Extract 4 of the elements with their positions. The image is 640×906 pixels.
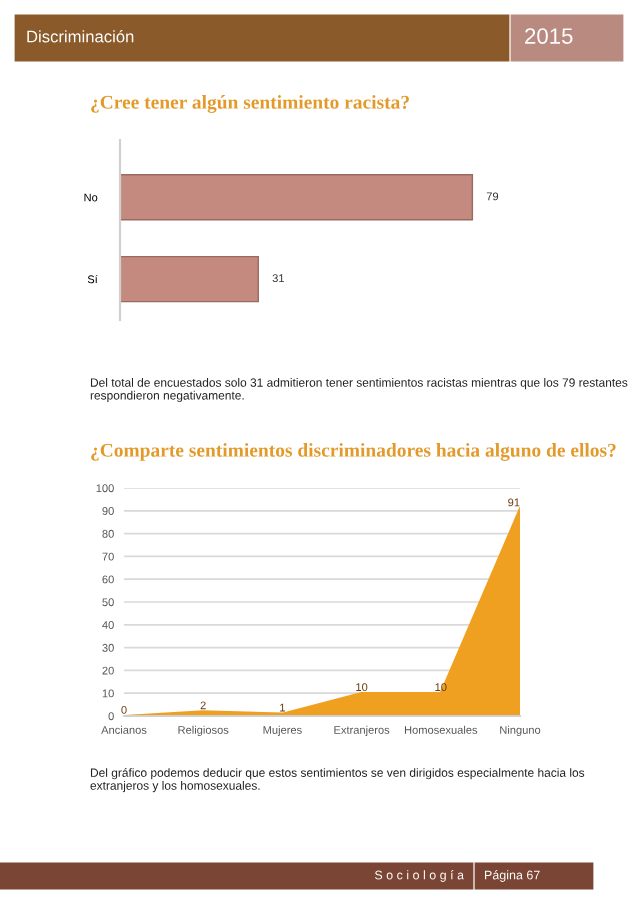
- chart-title: ¿Comparte sentimientos discriminadores hacia alguno de ellos?: [91, 443, 616, 461]
- text: Discriminación: [27, 30, 134, 43]
- chart-title: ¿Cree tener algún sentimiento racista?: [91, 95, 409, 113]
- text: 2015: [525, 28, 573, 44]
